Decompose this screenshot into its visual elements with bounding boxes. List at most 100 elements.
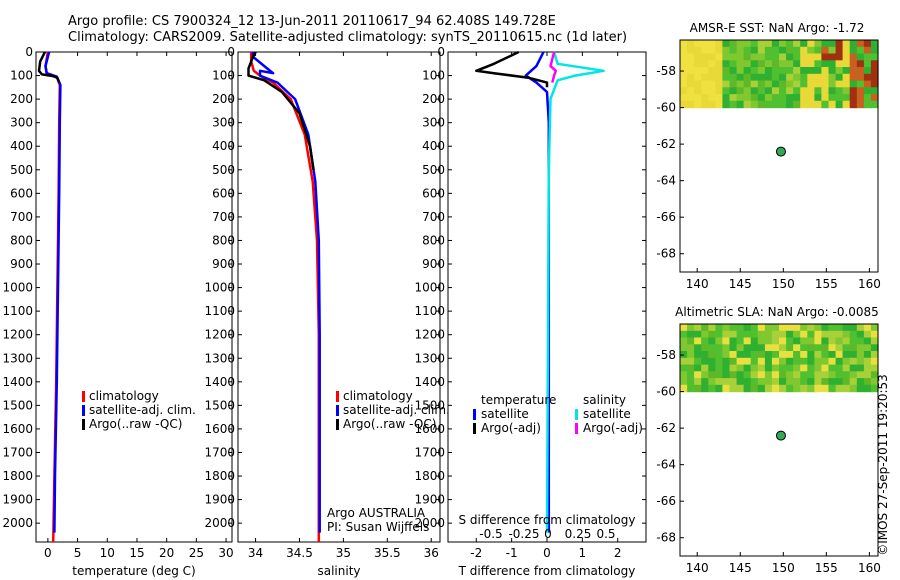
legend-label: satellite	[583, 407, 631, 421]
map-cell	[694, 94, 702, 102]
map-cell	[828, 94, 837, 102]
map-cell	[687, 330, 695, 339]
legend-label: climatology	[343, 389, 413, 403]
y-tick-label: 800	[422, 233, 445, 247]
x-tick-label: 25	[189, 546, 204, 560]
map-cell	[687, 324, 695, 332]
map-cell	[736, 80, 745, 88]
map-cell	[743, 94, 752, 102]
map-cell	[835, 100, 844, 109]
map-cell	[835, 337, 844, 345]
x-tick-label: 30	[218, 546, 233, 560]
map-cell	[729, 378, 738, 386]
map-cell	[849, 87, 858, 95]
map-cell	[828, 53, 837, 61]
map-cell	[757, 351, 766, 359]
legend-label: Argo(-adj)	[481, 421, 541, 435]
map-cell	[793, 87, 801, 95]
map-cell	[701, 384, 709, 393]
map-cell	[771, 53, 780, 61]
map-cell	[786, 46, 794, 55]
map-cell	[694, 364, 702, 372]
map-cell	[828, 87, 837, 95]
map-cell	[750, 73, 759, 82]
map-cell	[764, 73, 773, 82]
map-cell	[786, 67, 794, 75]
map-cell	[807, 330, 815, 339]
map-cell	[722, 100, 731, 109]
map-cell	[729, 73, 738, 82]
map-cell	[828, 364, 837, 372]
map-cell	[687, 100, 695, 109]
map-cell	[715, 94, 724, 102]
map-cell	[856, 40, 865, 48]
map-cell	[701, 67, 709, 75]
map-cell	[821, 40, 830, 48]
map-cell	[856, 67, 865, 75]
map-cell	[856, 87, 865, 95]
map-cell	[779, 364, 787, 372]
map-cell	[814, 67, 823, 75]
y-tick-label: 400	[422, 139, 445, 153]
map-cell	[736, 87, 745, 95]
y-tick-label: 2000	[2, 516, 33, 530]
x-tick-label: 35.5	[374, 546, 401, 560]
map-cell	[722, 344, 731, 352]
map-cell	[856, 357, 865, 366]
map-cell	[800, 73, 808, 82]
map-field-sst	[680, 40, 879, 109]
map-cell	[743, 337, 752, 345]
map-cell	[863, 87, 872, 95]
map-cell	[715, 73, 724, 82]
map-cell	[779, 53, 787, 61]
map-cell	[814, 357, 823, 366]
legend-swatch	[82, 405, 85, 416]
y-tick-label: 1600	[2, 422, 33, 436]
map-cell	[863, 73, 872, 82]
map-cell	[708, 378, 716, 386]
map-cell	[680, 60, 688, 68]
legend-label: satellite	[481, 407, 529, 421]
map-cell	[680, 330, 688, 339]
map-cell	[729, 344, 738, 352]
map-cell	[736, 73, 745, 82]
y-tick-label: 1300	[414, 351, 445, 365]
map-cell	[750, 344, 759, 352]
map-cell	[708, 337, 716, 345]
map-cell	[835, 357, 844, 366]
map-cell	[764, 80, 773, 88]
map-cell	[849, 324, 858, 332]
y-tick-label: 1400	[414, 375, 445, 389]
y-tick-label: 300	[422, 116, 445, 130]
map-cell	[729, 53, 738, 61]
map-cell	[715, 357, 724, 366]
map-cell	[729, 371, 738, 379]
legend-label: Argo(..raw -QC)	[343, 417, 436, 431]
y-tick-label: 2000	[414, 516, 445, 530]
y-tick-label: 1600	[414, 422, 445, 436]
map-cell	[743, 67, 752, 75]
map-cell	[863, 357, 872, 366]
y-tick-label: 1800	[414, 469, 445, 483]
map-cell	[835, 384, 844, 393]
map-cell	[687, 67, 695, 75]
map-cell	[800, 46, 808, 55]
map-cell	[757, 73, 766, 82]
map-cell	[757, 80, 766, 88]
map-cell	[793, 53, 801, 61]
map-cell	[743, 330, 752, 339]
y-tick-label: 1200	[204, 328, 235, 342]
map-x-tick-label: 160	[858, 277, 881, 291]
map-cell	[793, 40, 801, 48]
map-cell	[849, 378, 858, 386]
map-cell	[807, 384, 815, 393]
map-cell	[694, 46, 702, 55]
map-cell	[800, 371, 808, 379]
map-cell	[701, 324, 709, 332]
map-cell	[786, 40, 794, 48]
y-tick-label: 700	[212, 210, 235, 224]
map-x-tick-label: 150	[772, 561, 795, 575]
map-cell	[814, 330, 823, 339]
map-cell	[870, 87, 879, 95]
